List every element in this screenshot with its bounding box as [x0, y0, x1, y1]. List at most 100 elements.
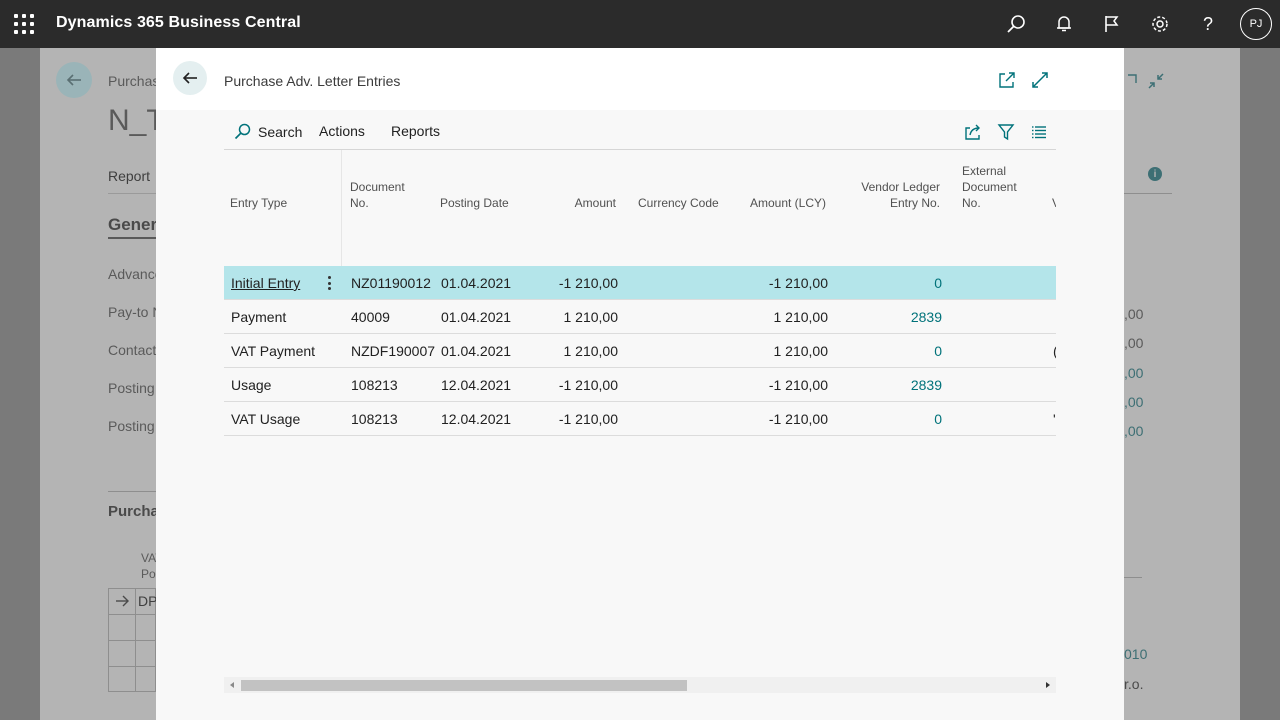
bg-amount: ,00	[1124, 394, 1144, 410]
vendor-ledger-entry-no-cell[interactable]: 0	[934, 275, 942, 291]
action-bar: Search Actions Reports	[224, 110, 1056, 150]
expand-icon[interactable]	[1030, 70, 1050, 90]
top-bar: Dynamics 365 Business Central ? PJ	[0, 0, 1280, 48]
amount-lcy-cell: -1 210,00	[768, 275, 828, 291]
col-header-amount-lcy[interactable]: Amount (LCY)	[749, 196, 826, 210]
list-icon[interactable]	[1029, 122, 1049, 142]
document-no-cell: NZDF190007	[351, 343, 436, 359]
entries-dialog: Purchase Adv. Letter Entries Search Acti…	[156, 48, 1124, 720]
more-options-icon[interactable]	[323, 274, 335, 292]
posting-date-cell: 12.04.2021	[441, 377, 512, 393]
open-new-window-icon	[1126, 73, 1138, 90]
document-no-cell: 108213	[351, 377, 398, 393]
gear-icon[interactable]	[1148, 12, 1172, 36]
scrollbar-thumb[interactable]	[241, 680, 687, 691]
search-icon	[234, 123, 251, 140]
table-row[interactable]: Initial Entry NZ01190012 01.04.2021 -1 2…	[224, 266, 1056, 300]
arrow-right-icon	[114, 593, 130, 614]
bg-amount: ,00	[1124, 423, 1144, 439]
bg-field: Posting	[108, 380, 155, 396]
vendor-ledger-entry-no-cell[interactable]: 0	[934, 343, 942, 359]
amount-cell: -1 210,00	[558, 411, 618, 427]
truncated-cell: '	[1053, 411, 1056, 427]
avatar[interactable]: PJ	[1240, 8, 1272, 40]
share-icon[interactable]	[963, 122, 983, 142]
amount-cell: 1 210,00	[563, 343, 619, 359]
info-icon: i	[1148, 167, 1162, 181]
bg-field: Pay-to N	[108, 304, 163, 320]
vendor-ledger-entry-no-cell[interactable]: 0	[934, 411, 942, 427]
amount-lcy-cell: 1 210,00	[773, 343, 829, 359]
column-divider	[341, 150, 342, 266]
open-new-window-icon[interactable]	[997, 70, 1017, 90]
bg-amount: ,00	[1124, 335, 1144, 351]
flag-icon[interactable]	[1100, 12, 1124, 36]
entry-type-cell[interactable]: Payment	[231, 309, 287, 325]
horizontal-scrollbar[interactable]	[224, 677, 1056, 693]
bg-right-value: r.o.	[1124, 676, 1144, 692]
table-row[interactable]: Usage 108213 12.04.2021 -1 210,00 -1 210…	[224, 368, 1056, 402]
entry-type-cell[interactable]: VAT Usage	[231, 411, 301, 427]
document-no-cell: 108213	[351, 411, 398, 427]
col-header-currency-code[interactable]: Currency Code	[638, 196, 719, 210]
bg-breadcrumb: Purchas	[108, 73, 160, 89]
table-row[interactable]: VAT Usage 108213 12.04.2021 -1 210,00 -1…	[224, 402, 1056, 436]
bg-amount: ,00	[1124, 365, 1144, 381]
back-arrow-icon[interactable]	[173, 61, 207, 95]
col-header-external-document-no[interactable]: External	[962, 164, 1007, 178]
bg-report-tab: Report	[108, 168, 151, 184]
bg-field: Contact	[108, 342, 157, 358]
search-label: Search	[258, 123, 303, 140]
table-row[interactable]: VAT Payment NZDF190007 01.04.2021 1 210,…	[224, 334, 1056, 368]
dialog-title: Purchase Adv. Letter Entries	[224, 73, 401, 89]
entry-type-cell[interactable]: Usage	[231, 377, 272, 393]
waffle-icon[interactable]	[14, 14, 34, 34]
col-header-vendor-ledger-entry-no[interactable]: Vendor Ledger	[861, 180, 940, 194]
help-icon[interactable]: ?	[1202, 13, 1213, 34]
bg-divider	[1124, 193, 1172, 194]
vendor-ledger-entry-no-cell[interactable]: 2839	[910, 377, 942, 393]
scroll-left-icon[interactable]	[227, 680, 237, 690]
collapse-icon	[1147, 72, 1165, 93]
amount-lcy-cell: 1 210,00	[773, 309, 829, 325]
col-header-document-no[interactable]: Document	[350, 180, 405, 194]
document-no-cell: NZ01190012	[351, 275, 431, 291]
back-arrow-icon	[56, 62, 92, 98]
col-header-entry-type[interactable]: Entry Type	[230, 196, 288, 210]
bell-icon[interactable]	[1052, 12, 1076, 36]
col-header-external-document-no[interactable]: No.	[962, 196, 981, 210]
bg-amount: ,00	[1124, 306, 1144, 322]
filter-icon[interactable]	[996, 122, 1016, 142]
entries-table: Entry Type Document No. Posting Date Amo…	[224, 150, 1056, 670]
amount-cell: -1 210,00	[558, 377, 618, 393]
reports-menu[interactable]: Reports	[391, 123, 441, 139]
amount-lcy-cell: -1 210,00	[768, 411, 828, 427]
bg-field: Advance	[108, 266, 163, 282]
search-button[interactable]: Search	[234, 123, 302, 140]
bg-divider	[1124, 577, 1142, 578]
bg-divider	[108, 193, 158, 194]
table-row[interactable]: Payment 40009 01.04.2021 1 210,00 1 210,…	[224, 300, 1056, 334]
bg-lines-grid: DP	[108, 588, 157, 692]
posting-date-cell: 01.04.2021	[441, 275, 512, 291]
entry-type-cell[interactable]: VAT Payment	[231, 343, 316, 359]
scroll-right-icon[interactable]	[1043, 680, 1053, 690]
col-header-document-no[interactable]: No.	[350, 196, 369, 210]
truncated-cell: (	[1053, 343, 1056, 359]
actions-menu[interactable]: Actions	[319, 123, 365, 139]
entry-type-cell[interactable]: Initial Entry	[231, 275, 301, 291]
app-title[interactable]: Dynamics 365 Business Central	[56, 14, 301, 31]
vendor-ledger-entry-no-cell[interactable]: 2839	[910, 309, 942, 325]
col-header-amount[interactable]: Amount	[574, 196, 616, 210]
posting-date-cell: 01.04.2021	[441, 343, 512, 359]
col-header-posting-date[interactable]: Posting Date	[440, 196, 509, 210]
col-header-vendor-ledger-entry-no[interactable]: Entry No.	[889, 196, 940, 210]
bg-section-lines: Purcha	[108, 503, 159, 520]
bg-section-general: Gener	[108, 215, 158, 239]
col-header-truncated[interactable]: V	[1052, 195, 1056, 211]
col-header-external-document-no[interactable]: Document	[962, 180, 1017, 194]
amount-cell: 1 210,00	[563, 309, 619, 325]
posting-date-cell: 01.04.2021	[441, 309, 512, 325]
search-icon[interactable]	[1004, 12, 1028, 36]
document-no-cell: 40009	[351, 309, 390, 325]
